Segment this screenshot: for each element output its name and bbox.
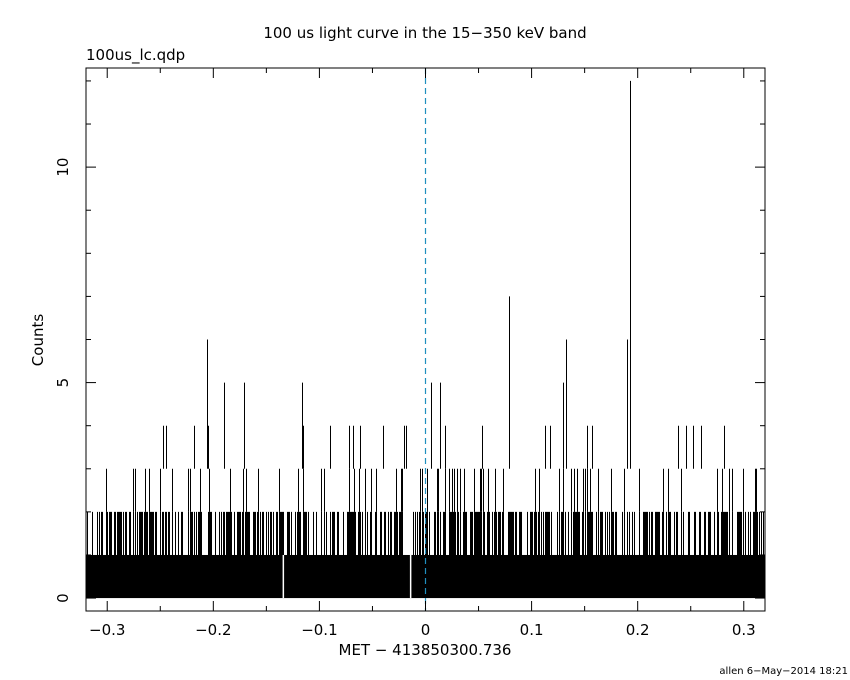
x-tick-label: −0.3 xyxy=(89,621,125,639)
x-tick-label: 0.3 xyxy=(732,621,756,639)
footer-timestamp: allen 6−May−2014 18:21 xyxy=(719,666,848,677)
x-tick-label: 0 xyxy=(421,621,431,639)
x-tick-label: 0.1 xyxy=(520,621,544,639)
file-label: 100us_lc.qdp xyxy=(86,46,185,65)
axes-layer: −0.3 −0.2 −0.1 0 0.1 0.2 0.3 0 5 10 xyxy=(54,67,766,639)
noise-bins-3-counts xyxy=(106,468,757,512)
y-tick-label: 0 xyxy=(54,593,72,603)
data-layer xyxy=(86,68,765,611)
y-axis-label: Counts xyxy=(29,314,47,367)
x-tick-label: 0.2 xyxy=(626,621,650,639)
y-tick-label: 5 xyxy=(54,378,72,388)
noise-bins-2-counts xyxy=(87,511,764,555)
x-tick-label: −0.1 xyxy=(301,621,337,639)
chart-title: 100 us light curve in the 15−350 keV ban… xyxy=(263,24,586,42)
x-tick-label: −0.2 xyxy=(195,621,231,639)
x-axis-label: MET − 413850300.736 xyxy=(339,641,512,659)
y-tick-label: 10 xyxy=(54,158,72,177)
